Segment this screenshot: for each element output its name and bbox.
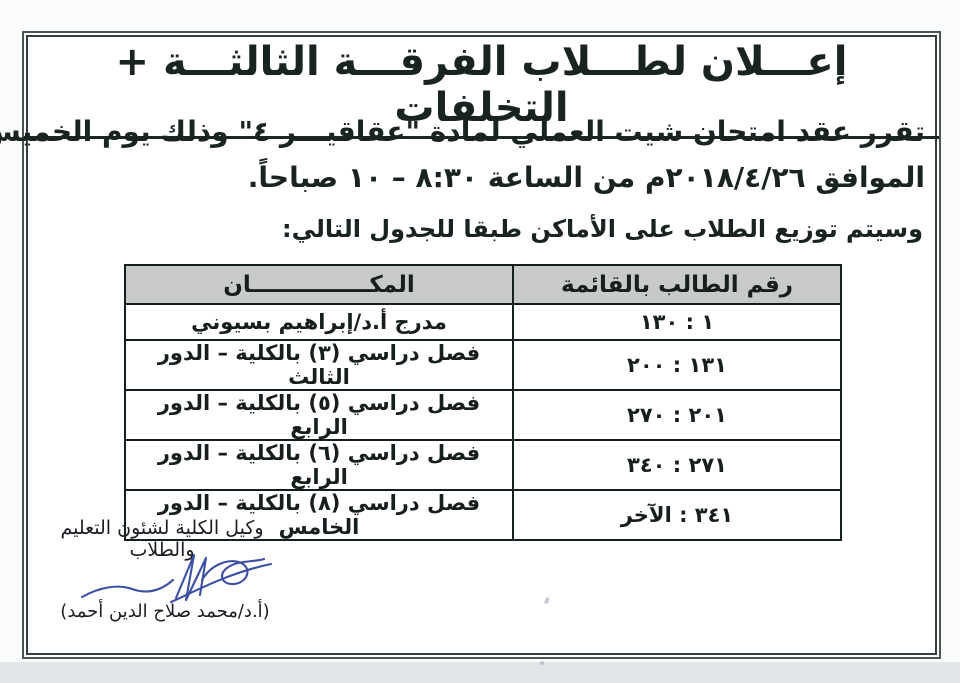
location-cell: فصل دراسي (٦) بالكلية – الدور الرابع (124, 439, 514, 491)
table-row: ⁦٣٤١ : الآخر⁩ فصل دراسي (٨) بالكلية – ال… (124, 489, 842, 541)
table-header-row: رقم الطالب بالقائمة المكـــــــــــــــا… (124, 264, 842, 305)
body-line-1: تقرر عقد امتحان شيت العملي لمادة "عقاقيـ… (0, 115, 925, 148)
signature-block: وكيل الكلية لشئون التعليم والطلاب (أ.د/م… (32, 517, 292, 622)
bottom-scan-edge (0, 662, 960, 683)
location-cell: مدرج أ.د/إبراهيم بسيوني (124, 303, 514, 341)
seating-table: رقم الطالب بالقائمة المكـــــــــــــــا… (124, 264, 842, 541)
range-cell: ١٣١ : ٢٠٠ (512, 339, 842, 391)
table-row: ١ : ١٣٠ مدرج أ.د/إبراهيم بسيوني (124, 303, 842, 341)
location-cell: فصل دراسي (٣) بالكلية – الدور الثالث (124, 339, 514, 391)
table-row: ٢٧١ : ٣٤٠ فصل دراسي (٦) بالكلية – الدور … (124, 439, 842, 491)
signature-scribble (80, 553, 273, 604)
range-cell: ٢٧١ : ٣٤٠ (512, 439, 842, 491)
table-header-location: المكـــــــــــــــان (124, 264, 514, 305)
signer-role: وكيل الكلية لشئون التعليم والطلاب (60, 517, 264, 561)
range-cell: ٢٠١ : ٢٧٠ (512, 389, 842, 441)
table-row: ١٣١ : ٢٠٠ فصل دراسي (٣) بالكلية – الدور … (124, 339, 842, 391)
scan-artifact (540, 661, 544, 665)
signer-name: (أ.د/محمد صلاح الدين أحمد) (60, 601, 270, 622)
location-cell: فصل دراسي (٥) بالكلية – الدور الرابع (124, 389, 514, 441)
range-cell: ⁦٣٤١ : الآخر⁩ (512, 489, 842, 541)
document-frame: إعـــلان لطـــلاب الفرقـــة الثالثـــة +… (0, 31, 941, 659)
body-line-2: الموافق ٢٠١٨/٤/٢٦م من الساعة ٨:٣٠ – ١٠ ص… (247, 161, 925, 194)
body-paragraph: تقرر عقد امتحان شيت العملي لمادة "عقاقيـ… (0, 109, 925, 201)
distribution-note: وسيتم توزيع الطلاب على الأماكن طبقا للجد… (282, 215, 923, 243)
range-cell: ١ : ١٣٠ (512, 303, 842, 341)
announcement-title: إعـــلان لطـــلاب الفرقـــة الثالثـــة +… (24, 39, 939, 139)
title-area: إعـــلان لطـــلاب الفرقـــة الثالثـــة +… (24, 39, 939, 139)
table-row: ٢٠١ : ٢٧٠ فصل دراسي (٥) بالكلية – الدور … (124, 389, 842, 441)
table-header-number-range: رقم الطالب بالقائمة (512, 264, 842, 305)
location-cell: فصل دراسي (٨) بالكلية – الدور الخامس (124, 489, 514, 541)
